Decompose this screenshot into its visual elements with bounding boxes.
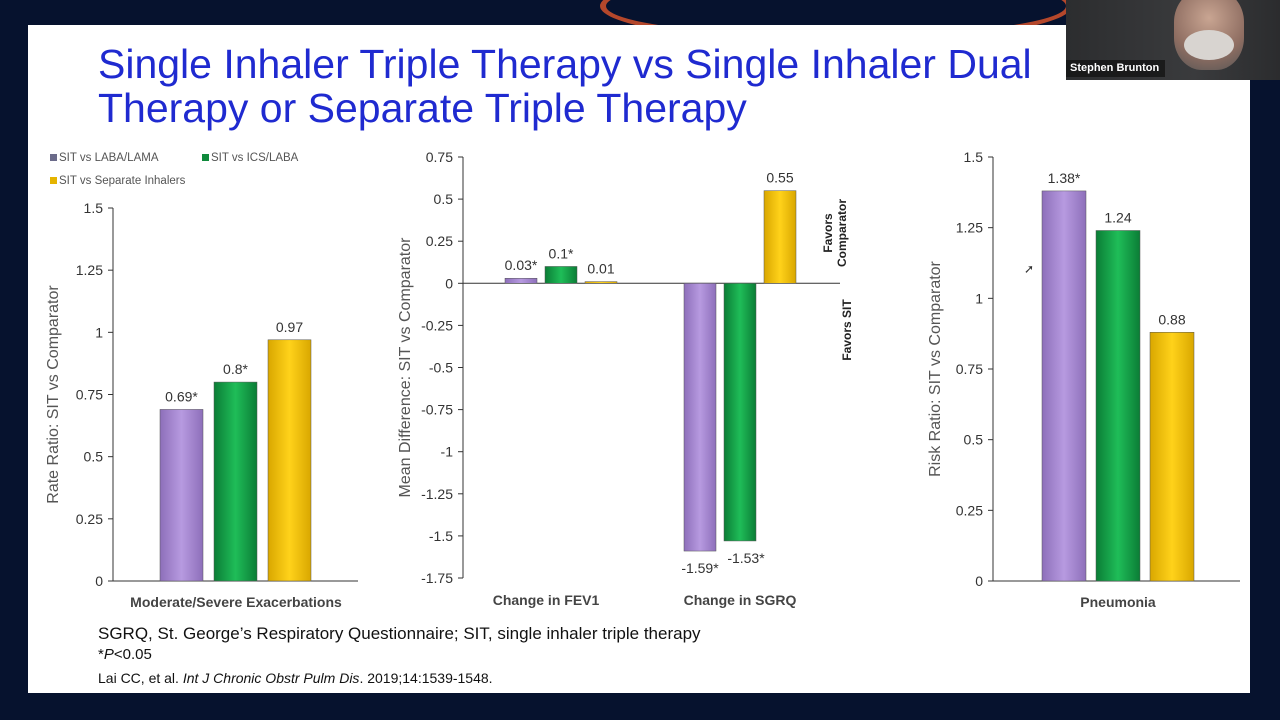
bar-sit-vs-separate-inhalers [763,190,797,284]
legend-item: SIT vs LABA/LAMA [50,152,159,164]
legend-label: SIT vs LABA/LAMA [59,152,159,164]
participant-beard [1184,30,1234,60]
citation-details: . 2019;14:1539-1548. [359,670,493,686]
data-label: 0.03* [505,257,538,273]
data-label: 1.24 [1104,209,1131,225]
y-tick-label: 0.5 [964,432,984,448]
y-tick-label: -1.25 [421,486,453,502]
mouse-cursor-icon: ➚ [1024,262,1035,276]
y-tick-label: 0.75 [956,361,983,377]
bar-sit-vs-separate-inhalers [1149,332,1195,582]
data-label: 0.55 [766,170,793,186]
y-tick-label: 1 [95,324,103,340]
legend-label: SIT vs Separate Inhalers [59,175,186,187]
citation: Lai CC, et al. Int J Chronic Obstr Pulm … [98,670,493,686]
data-label: 1.38* [1048,170,1081,186]
star: * [98,646,104,663]
bar-sit-vs-laba-lama [159,409,204,582]
data-label: 0.69* [165,388,198,404]
legend-swatch [50,177,57,184]
category-label: Pneumonia [1080,594,1156,610]
data-label: 0.8* [223,361,248,377]
participant-video[interactable]: Stephen Brunton [1066,0,1280,80]
p-threshold: <0.05 [113,646,152,663]
legend-item: SIT vs Separate Inhalers [50,175,185,187]
y-tick-label: -1 [441,444,454,460]
annotation-favors-comparator: FavorsComparator [821,199,849,267]
legend-item: SIT vs ICS/LABA [202,152,298,164]
y-tick-label: 0 [445,275,453,291]
y-tick-label: 0.75 [426,149,453,165]
citation-authors: Lai CC, et al. [98,670,183,686]
category-label: Change in SGRQ [684,592,797,608]
y-tick-label: -0.5 [429,360,453,376]
y-tick-label: 0.5 [434,191,454,207]
y-tick-label: 1.25 [956,220,983,236]
y-tick-label: 1.5 [964,149,984,165]
y-tick-label: 0.5 [84,449,104,465]
data-label: -1.53* [727,550,765,566]
bar-sit-vs-ics-laba [213,381,258,582]
y-tick-label: 1 [975,290,983,306]
bar-sit-vs-separate-inhalers [584,281,618,284]
bar-sit-vs-separate-inhalers [267,339,312,582]
bar-sit-vs-laba-lama [504,277,538,284]
annotation-word: Favors [821,213,835,253]
bar-sit-vs-ics-laba [723,283,757,542]
y-tick-label: 0.25 [426,233,453,249]
y-tick-label: 0.75 [76,387,103,403]
bar-sit-vs-ics-laba [1095,230,1141,582]
y-tick-label: -1.75 [421,570,453,586]
data-label: 0.88 [1158,311,1185,327]
y-tick-label: -0.75 [421,402,453,418]
p-symbol: P [103,646,114,663]
y-axis-label: Risk Ratio: SIT vs Comparator [927,260,944,476]
significance-note: *P<0.05 [98,646,152,663]
data-label: -1.59* [681,560,719,576]
y-tick-label: 1.25 [76,262,103,278]
annotation-favors-sit: Favors SIT [840,299,854,361]
data-label: 0.01 [587,261,614,277]
y-tick-label: 0 [975,573,983,589]
legend-swatch [50,154,57,161]
citation-journal: Int J Chronic Obstr Pulm Dis [182,670,360,686]
data-label: 0.97 [276,319,303,335]
y-tick-label: 0.25 [956,502,983,518]
data-label: 0.1* [549,245,574,261]
y-axis-label: Rate Ratio: SIT vs Comparator [45,285,62,504]
category-label: Change in FEV1 [493,592,600,608]
footnote: SGRQ, St. George’s Respiratory Questionn… [98,624,701,643]
y-axis-label: Mean Difference: SIT vs Comparator [397,237,414,498]
bar-sit-vs-laba-lama [1041,190,1087,582]
y-tick-label: 1.5 [84,200,104,216]
legend-label: SIT vs ICS/LABA [211,152,299,164]
category-label: Moderate/Severe Exacerbations [130,594,342,610]
y-tick-label: -1.5 [429,528,453,544]
y-tick-label: 0.25 [76,511,103,527]
annotation-word: Comparator [835,199,849,267]
y-tick-label: 0 [95,573,103,589]
slide-title: Single Inhaler Triple Therapy vs Single … [98,41,1032,131]
legend-swatch [202,154,209,161]
bar-sit-vs-ics-laba [544,266,578,284]
bar-sit-vs-laba-lama [683,283,717,552]
participant-name: Stephen Brunton [1066,60,1166,77]
y-tick-label: -0.25 [421,317,453,333]
